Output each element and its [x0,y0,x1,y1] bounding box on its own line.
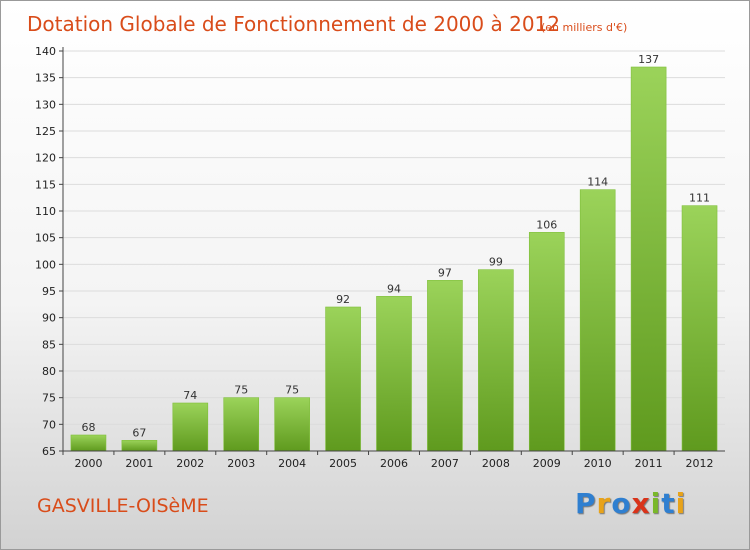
x-tick-label: 2007 [431,457,459,470]
bar-2003 [223,397,260,452]
y-tick-label: 85 [42,338,56,351]
x-tick-label: 2011 [635,457,663,470]
logo-letter: x [631,487,651,520]
data-label-2006: 94 [387,282,401,295]
data-label-2001: 67 [132,426,146,439]
x-tick-label: 2001 [125,457,153,470]
chart-title: Dotation Globale de Fonctionnement de 20… [27,12,560,36]
y-tick-label: 140 [35,45,56,58]
data-label-2005: 92 [336,293,350,306]
y-tick-label: 95 [42,285,56,298]
data-label-2009: 106 [536,218,557,231]
x-tick-label: 2000 [74,457,102,470]
data-label-2002: 74 [183,389,197,402]
data-label-2011: 137 [638,53,659,66]
logo-letter: i [650,487,662,520]
bars: 68 67 74 75 75 92 94 97 99 106 114 137 111 [70,53,718,452]
data-label-2010: 114 [587,176,608,189]
x-tick-label: 2012 [686,457,714,470]
x-axis-ticks: 2000 2001 2002 2003 2004 2005 2006 2007 2008 2009… [62,451,714,470]
data-label-2012: 111 [689,192,710,205]
proxiti-logo: Proxiti [575,487,686,520]
bar-2000 [70,434,107,452]
y-tick-label: 130 [35,98,56,111]
y-tick-label: 105 [35,232,56,245]
bar-2005 [325,306,361,452]
logo-letter: i [675,487,687,520]
x-tick-label: 2002 [176,457,204,470]
y-tick-label: 135 [35,72,56,85]
chart-unit-note: (en milliers d'€) [541,21,627,34]
bar-2004 [274,397,310,452]
bar-2001 [121,440,158,452]
bar-2012 [681,205,718,452]
logo-letter: r [596,487,612,520]
bar-2009 [528,232,565,452]
y-axis-ticks: 65 70 75 80 85 90 95 100 105 110 115 120 125 130 135 14… [35,45,63,458]
bar-2008 [478,269,514,452]
commune-name: GASVILLE-OISèME [37,495,209,517]
bar-2006 [376,296,412,452]
bar-2007 [427,280,463,452]
y-tick-label: 80 [42,365,56,378]
bar-2011 [630,66,667,452]
data-label-2004: 75 [285,384,299,397]
x-tick-label: 2003 [227,457,255,470]
y-tick-label: 70 [42,418,56,431]
x-tick-label: 2008 [482,457,510,470]
y-tick-label: 120 [35,152,56,165]
y-tick-label: 110 [35,205,56,218]
x-tick-label: 2006 [380,457,408,470]
y-tick-label: 125 [35,125,56,138]
logo-letter: t [661,487,676,520]
x-tick-label: 2010 [584,457,612,470]
data-label-2008: 99 [489,256,503,269]
bar-2010 [579,189,616,452]
y-tick-label: 100 [35,258,56,271]
x-tick-label: 2005 [329,457,357,470]
logo-letter: o [611,487,632,520]
data-label-2007: 97 [438,266,452,279]
y-tick-label: 115 [35,178,56,191]
data-label-2003: 75 [234,384,248,397]
bar-2002 [172,402,209,452]
data-label-2000: 68 [81,421,95,434]
y-tick-label: 90 [42,312,56,325]
x-tick-label: 2009 [533,457,561,470]
logo-letter: P [575,487,597,520]
x-tick-label: 2004 [278,457,306,470]
y-tick-label: 65 [42,445,56,458]
y-tick-label: 75 [42,392,56,405]
